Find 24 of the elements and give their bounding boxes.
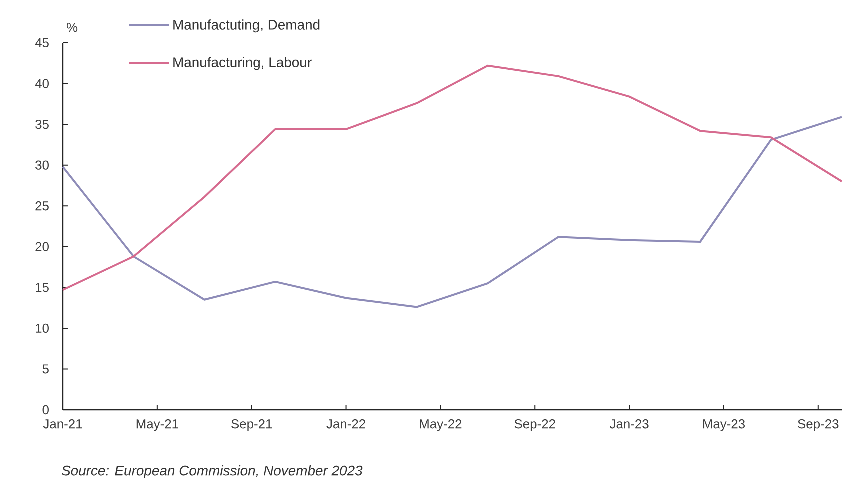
legend-label: Manufacturing, Labour xyxy=(174,57,312,70)
line-series xyxy=(62,116,844,308)
x-tick-label: May-22 xyxy=(420,420,462,432)
x-tick-label: Jan-23 xyxy=(610,420,649,429)
y-tick-label: 5 xyxy=(42,364,49,374)
x-tick-label: May-21 xyxy=(136,420,178,432)
y-tick-label: 40 xyxy=(35,79,49,88)
y-tick-label: 0 xyxy=(42,405,49,415)
x-tick-label: Jan-22 xyxy=(326,420,366,429)
x-tick-label: May-23 xyxy=(703,420,746,432)
x-tick-label: Sep-21 xyxy=(232,420,272,432)
y-tick-label: 45 xyxy=(35,38,49,48)
y-tick-label: 30 xyxy=(36,160,49,170)
y-tick-label: 20 xyxy=(36,242,49,252)
source-note: Source: European Commission, November 2023 xyxy=(62,465,363,478)
y-tick-label: 15 xyxy=(36,283,49,292)
y-tick-label: 25 xyxy=(36,202,49,211)
x-tick-label: Sep-22 xyxy=(514,420,556,432)
legend-label: Manufactuting, Demand xyxy=(174,20,320,33)
y-axis-title: % xyxy=(66,23,78,32)
y-tick-label: 35 xyxy=(36,120,49,130)
y-tick-label: 10 xyxy=(36,324,49,334)
x-tick-label: Sep-23 xyxy=(798,420,839,432)
x-tick-label: Jan-21 xyxy=(43,420,82,429)
